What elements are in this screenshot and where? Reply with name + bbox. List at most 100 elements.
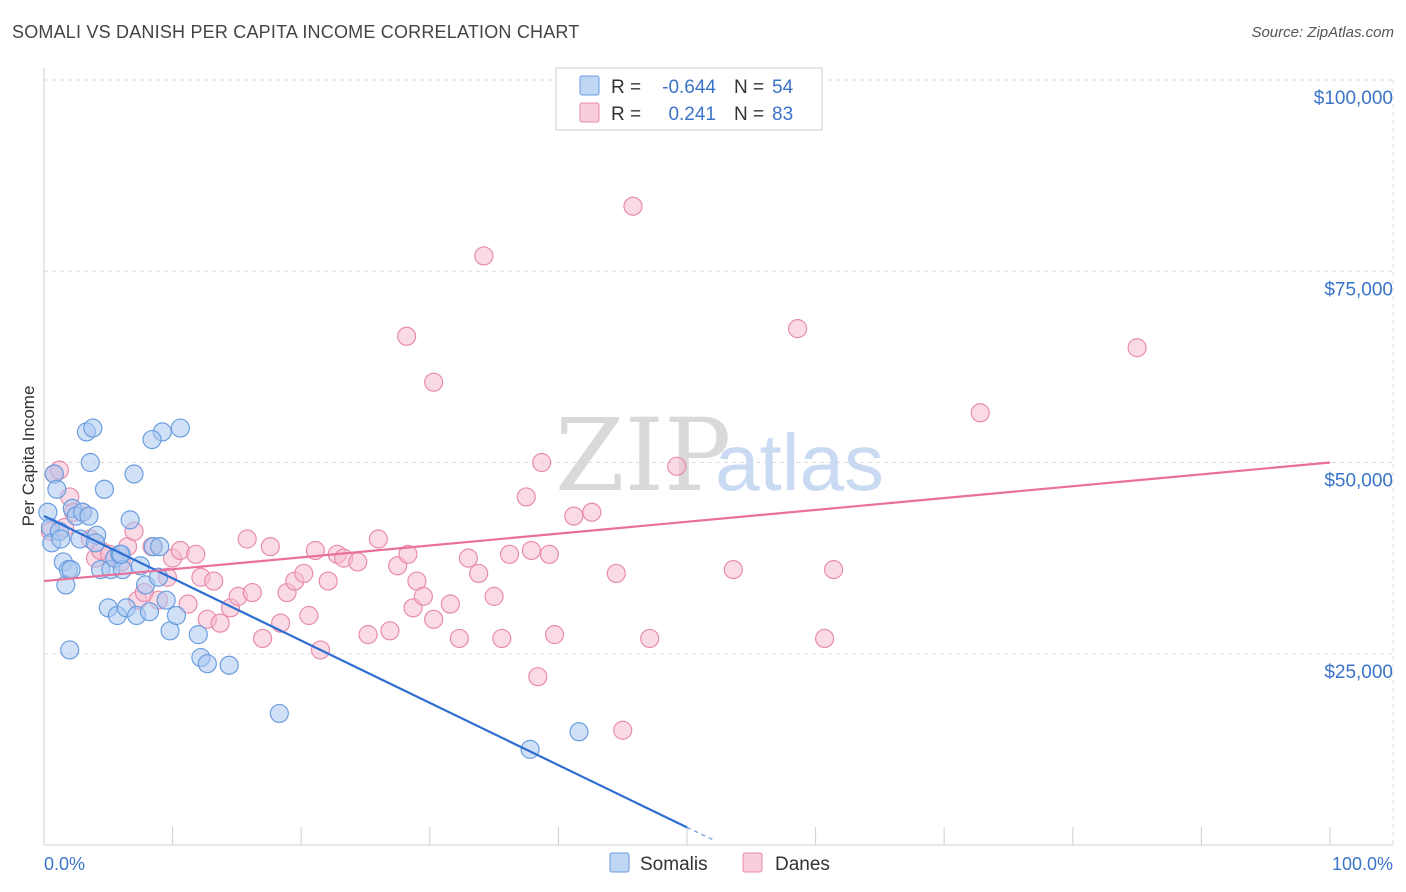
danes-point — [178, 594, 198, 614]
danes-point — [492, 628, 512, 649]
danes-point — [474, 246, 494, 266]
legend-n-value-somalis: 54 — [772, 77, 794, 98]
danes-point — [449, 628, 469, 649]
bottom-legend: Somalis Danes — [609, 852, 830, 875]
somali-point — [269, 703, 289, 724]
trend-line-danes — [43, 461, 1331, 583]
danes-point — [613, 720, 633, 740]
legend-r-label-danes: R = — [611, 104, 641, 125]
y-tick-label: $25,000 — [1324, 662, 1393, 683]
danes-point — [413, 586, 433, 606]
bottom-legend-swatch-danes — [742, 852, 763, 873]
y-axis-label: Per Capita Income — [19, 386, 38, 527]
legend-r-value-danes: 0.241 — [668, 104, 716, 125]
chart-title: SOMALI VS DANISH PER CAPITA INCOME CORRE… — [12, 22, 580, 42]
y-tick-label: $100,000 — [1314, 88, 1393, 109]
axes — [43, 68, 1393, 846]
danes-point — [723, 559, 743, 580]
danes-point — [237, 529, 257, 549]
somali-point — [79, 506, 99, 526]
trend-line-extension-somalis — [686, 826, 714, 841]
danes-point — [787, 319, 808, 339]
series-somalis — [38, 418, 589, 759]
danes-point — [532, 452, 552, 473]
somali-point — [569, 722, 589, 742]
trend-lines — [43, 461, 1331, 841]
danes-point — [640, 628, 660, 649]
bottom-legend-label-danes: Danes — [775, 854, 830, 875]
somali-point — [83, 418, 103, 438]
somali-point — [166, 605, 187, 626]
danes-point — [815, 628, 835, 649]
y-tick-label: $50,000 — [1324, 471, 1393, 492]
legend-r-label-somalis: R = — [611, 77, 641, 98]
somali-point — [139, 602, 160, 622]
somali-point — [60, 640, 80, 660]
danes-point — [294, 563, 314, 584]
danes-point — [606, 563, 626, 584]
legend-n-label-somalis: N = — [734, 77, 764, 98]
danes-point — [499, 544, 520, 564]
somali-point — [142, 429, 162, 450]
watermark-atlas: atlas — [715, 418, 884, 507]
danes-point — [253, 628, 273, 649]
somali-point — [61, 559, 81, 580]
correlation-legend: R = -0.644 N = 54 R = 0.241 N = 83 — [555, 67, 823, 131]
somali-point — [47, 479, 67, 499]
danes-point — [539, 544, 559, 564]
legend-r-value-somalis: -0.644 — [662, 77, 716, 98]
somali-point — [156, 590, 176, 610]
somali-point — [150, 537, 170, 557]
danes-point — [424, 372, 444, 392]
danes-point — [260, 537, 280, 557]
danes-point — [318, 571, 338, 591]
trend-line-somalis — [43, 515, 688, 829]
danes-point — [469, 563, 489, 584]
danes-point — [398, 544, 418, 564]
danes-point — [564, 506, 584, 526]
legend-n-label-danes: N = — [734, 104, 764, 125]
danes-point — [824, 559, 844, 580]
somali-point — [170, 418, 190, 438]
watermark-zip: ZIP — [555, 397, 731, 514]
y-tick-label: $75,000 — [1324, 279, 1393, 300]
somali-point — [94, 479, 115, 499]
x-tick-min: 0.0% — [44, 854, 85, 874]
watermark: ZIP atlas — [555, 397, 884, 514]
danes-point — [623, 196, 643, 216]
danes-point — [204, 571, 224, 591]
danes-point — [397, 326, 417, 346]
legend-n-value-danes: 83 — [772, 104, 793, 125]
danes-point — [484, 586, 504, 606]
danes-point — [521, 540, 541, 561]
danes-point — [528, 667, 548, 687]
danes-point — [424, 609, 444, 629]
somali-point — [120, 510, 140, 530]
danes-point — [299, 605, 319, 626]
danes-point — [358, 625, 378, 645]
danes-point — [380, 621, 400, 641]
y-tick-labels: $25,000 $50,000 $75,000 $100,000 — [1314, 88, 1393, 683]
danes-point — [667, 456, 687, 476]
danes-point — [970, 403, 990, 423]
danes-point — [210, 613, 230, 633]
danes-point — [368, 529, 388, 549]
danes-point — [544, 625, 565, 645]
danes-point — [186, 544, 206, 564]
bottom-legend-label-somalis: Somalis — [640, 854, 708, 875]
danes-point — [440, 594, 460, 614]
bottom-legend-swatch-somalis — [609, 852, 630, 873]
somali-point — [124, 464, 144, 484]
somali-point — [219, 655, 239, 675]
somali-point — [188, 625, 208, 645]
somali-point — [197, 654, 217, 674]
legend-swatch-danes — [579, 102, 600, 123]
x-tick-max: 100.0% — [1332, 854, 1393, 874]
legend-swatch-somalis — [579, 75, 600, 96]
danes-point — [242, 582, 262, 603]
danes-point — [516, 487, 536, 507]
danes-point — [348, 552, 368, 572]
somali-point — [51, 529, 71, 549]
danes-point — [582, 502, 602, 522]
